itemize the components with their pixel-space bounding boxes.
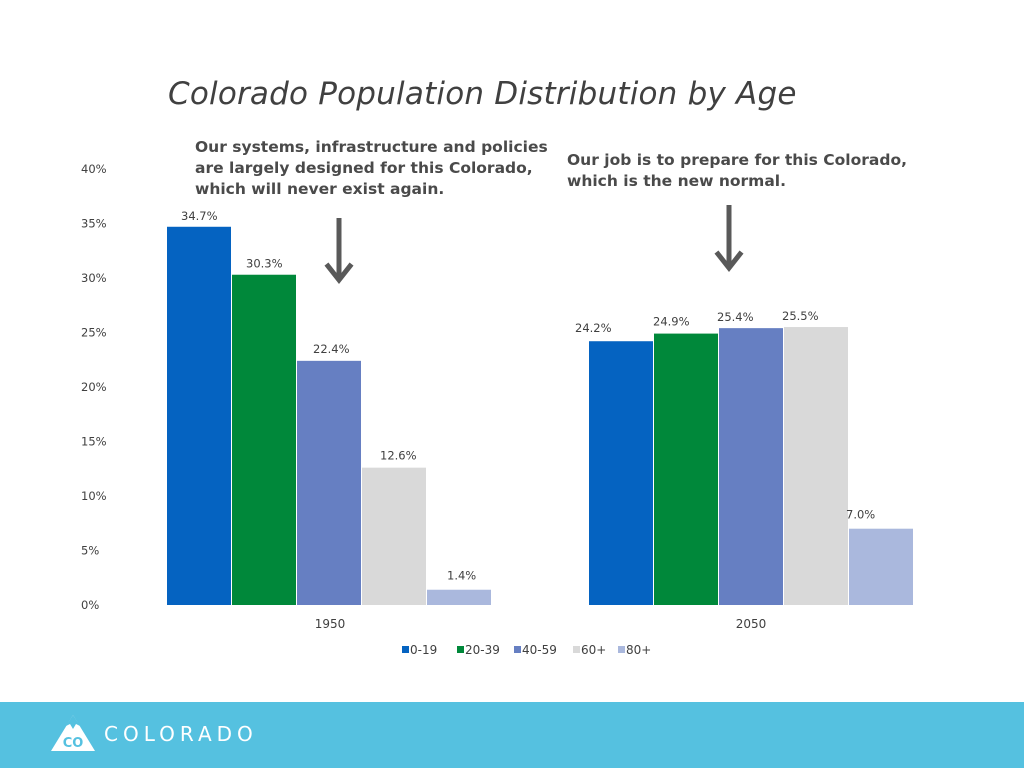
y-tick-label: 40% bbox=[81, 162, 107, 176]
y-tick-label: 25% bbox=[81, 326, 107, 340]
legend-label: 60+ bbox=[581, 643, 606, 657]
callout-1950: Our systems, infrastructure and policies… bbox=[195, 138, 548, 198]
y-tick-label: 5% bbox=[81, 544, 99, 558]
legend-label: 40-59 bbox=[522, 643, 557, 657]
bar-40-59-2050 bbox=[719, 328, 783, 605]
data-label: 24.9% bbox=[653, 315, 690, 329]
bar-80+-2050 bbox=[849, 528, 913, 605]
data-label: 25.4% bbox=[717, 310, 754, 324]
data-label: 22.4% bbox=[313, 342, 350, 356]
data-label: 34.7% bbox=[181, 209, 218, 223]
bar-60+-1950 bbox=[362, 467, 426, 605]
legend-swatch bbox=[618, 646, 625, 653]
bar-20-39-1950 bbox=[232, 274, 296, 605]
bar-20-39-2050 bbox=[654, 333, 718, 605]
bar-80+-1950 bbox=[427, 589, 491, 605]
data-label: 12.6% bbox=[380, 449, 417, 463]
legend-swatch bbox=[457, 646, 464, 653]
data-label: 1.4% bbox=[447, 569, 476, 583]
y-tick-label: 35% bbox=[81, 217, 107, 231]
y-tick-label: 30% bbox=[81, 271, 107, 285]
callout-2050: Our job is to prepare for this Colorado,… bbox=[567, 151, 907, 190]
y-tick-label: 10% bbox=[81, 489, 107, 503]
y-tick-label: 15% bbox=[81, 435, 107, 449]
category-label: 1950 bbox=[315, 617, 346, 631]
legend-label: 20-39 bbox=[465, 643, 500, 657]
footer-bar: CO COLORADO bbox=[0, 702, 1024, 768]
y-tick-label: 0% bbox=[81, 598, 99, 612]
chart-title: Colorado Population Distribution by Age bbox=[168, 76, 797, 112]
legend-swatch bbox=[402, 646, 409, 653]
y-tick-label: 20% bbox=[81, 380, 107, 394]
bar-0-19-2050 bbox=[589, 341, 653, 605]
legend-swatch bbox=[514, 646, 521, 653]
data-label: 30.3% bbox=[246, 257, 283, 271]
logo-badge-text: CO bbox=[63, 736, 84, 751]
data-label: 24.2% bbox=[575, 321, 612, 335]
legend-label: 0-19 bbox=[410, 643, 437, 657]
legend-label: 80+ bbox=[626, 643, 651, 657]
logo-wordmark: COLORADO bbox=[104, 722, 258, 746]
legend-swatch bbox=[573, 646, 580, 653]
down-arrow-icon bbox=[714, 205, 744, 273]
data-label: 25.5% bbox=[782, 309, 819, 323]
bar-chart: 0% 5% 10% 15% 20% 25% 30% 35% 40% 34.7% 24.2% 30.3%… bbox=[81, 162, 913, 657]
bar-60+-2050 bbox=[784, 327, 848, 605]
bar-40-59-1950 bbox=[297, 360, 361, 605]
down-arrow-icon bbox=[324, 218, 354, 285]
data-label: 7.0% bbox=[846, 508, 875, 522]
colorado-logo-icon: CO bbox=[51, 715, 95, 751]
category-label: 2050 bbox=[736, 617, 767, 631]
bar-0-19-1950 bbox=[167, 226, 231, 605]
